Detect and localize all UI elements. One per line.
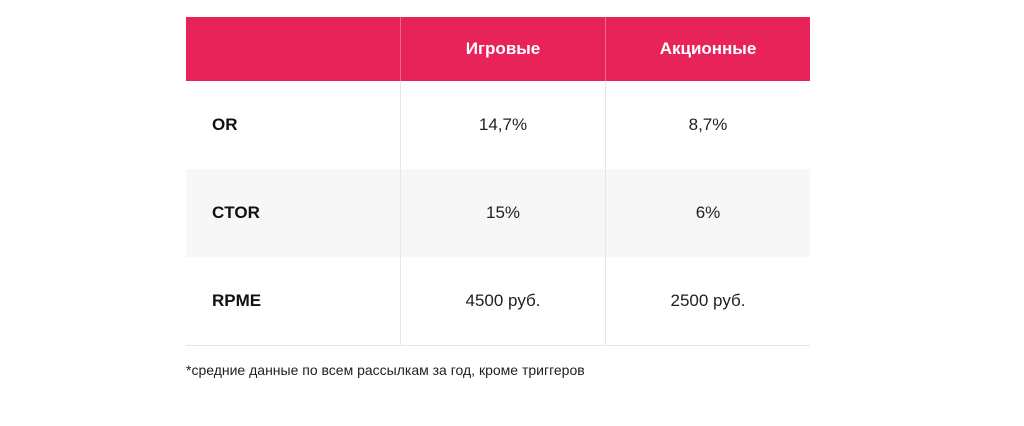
row-value-promo: 8,7% bbox=[605, 81, 810, 169]
row-label: CTOR bbox=[212, 203, 260, 222]
row-value-games: 15% bbox=[400, 169, 605, 257]
table-bottom-border bbox=[186, 345, 810, 346]
comparison-table: Игровые Акционные OR 14,7% 8,7% CTOR 15%… bbox=[186, 17, 810, 346]
row-value-promo: 2500 руб. bbox=[605, 257, 810, 345]
table-row-or: OR 14,7% 8,7% bbox=[186, 81, 810, 169]
footnote: *средние данные по всем рассылкам за год… bbox=[186, 362, 585, 378]
table-header-row: Игровые Акционные bbox=[186, 17, 810, 81]
header-games-column: Игровые bbox=[400, 17, 605, 81]
row-label: RPME bbox=[212, 291, 262, 310]
row-value-promo: 6% bbox=[605, 169, 810, 257]
table-row-rpme: RPME 4500 руб. 2500 руб. bbox=[186, 257, 810, 345]
header-promo-column: Акционные bbox=[605, 17, 810, 81]
row-value-games: 14,7% bbox=[400, 81, 605, 169]
row-value-games: 4500 руб. bbox=[400, 257, 605, 345]
row-label: OR bbox=[212, 115, 238, 134]
table-row-ctor: CTOR 15% 6% bbox=[186, 169, 810, 257]
header-empty-cell bbox=[186, 17, 400, 81]
